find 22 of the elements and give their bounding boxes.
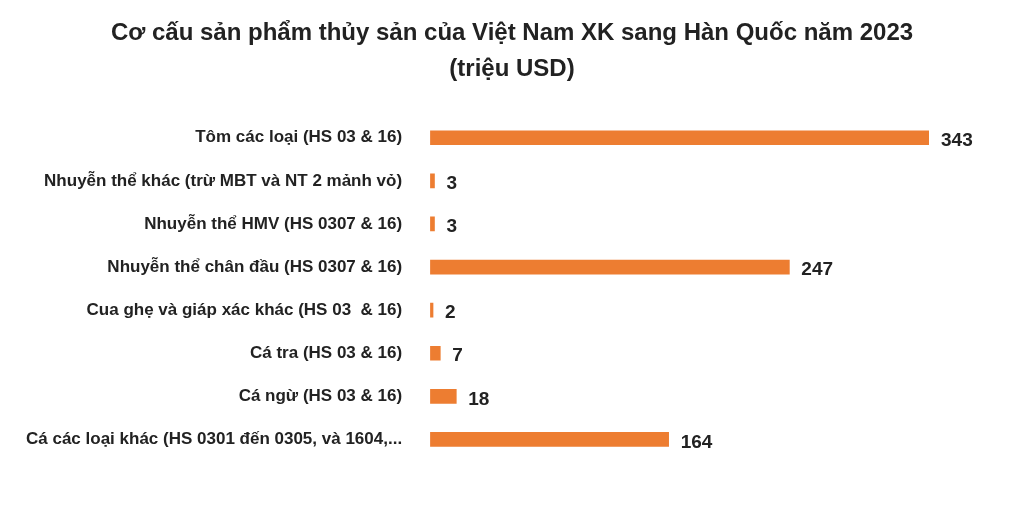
data-label: 18 [468, 387, 490, 409]
bar [430, 345, 441, 361]
y-tick-label: Cá ngừ (HS 03 & 16) [238, 386, 403, 406]
data-label: 2 [445, 301, 456, 323]
data-label: 164 [680, 430, 713, 452]
y-tick-label: Nhuyễn thể khác (trừ MBT và NT 2 mảnh vỏ) [44, 170, 403, 190]
data-label: 343 [941, 128, 973, 150]
bar [430, 389, 457, 404]
y-tick-label: Cua ghẹ và giáp xác khác (HS 03 & 16) [86, 299, 403, 319]
y-tick-label: Cá tra (HS 03 & 16) [249, 342, 403, 362]
bar [430, 259, 790, 275]
data-label: 3 [446, 215, 458, 237]
bar [430, 432, 669, 447]
data-label: 247 [801, 258, 834, 280]
chart-title: Cơ cấu sản phẩm thủy sản của Việt Nam XK sang Hàn Quốc năm 2023 (triệu USD) [109, 17, 915, 83]
y-tick-label: Cá các loại khác (HS 0301 đến 0305, và 1604,... [25, 429, 403, 449]
bar [430, 130, 929, 146]
data-label: 7 [452, 344, 463, 366]
y-tick-label: Nhuyễn thể HMV (HS 0307 & 16) [144, 213, 403, 233]
y-tick-label: Tôm các loại (HS 03 & 16) [195, 127, 403, 147]
y-tick-label: Nhuyễn thể chân đầu (HS 0307 & 16) [107, 256, 403, 276]
data-label: 3 [446, 172, 458, 194]
